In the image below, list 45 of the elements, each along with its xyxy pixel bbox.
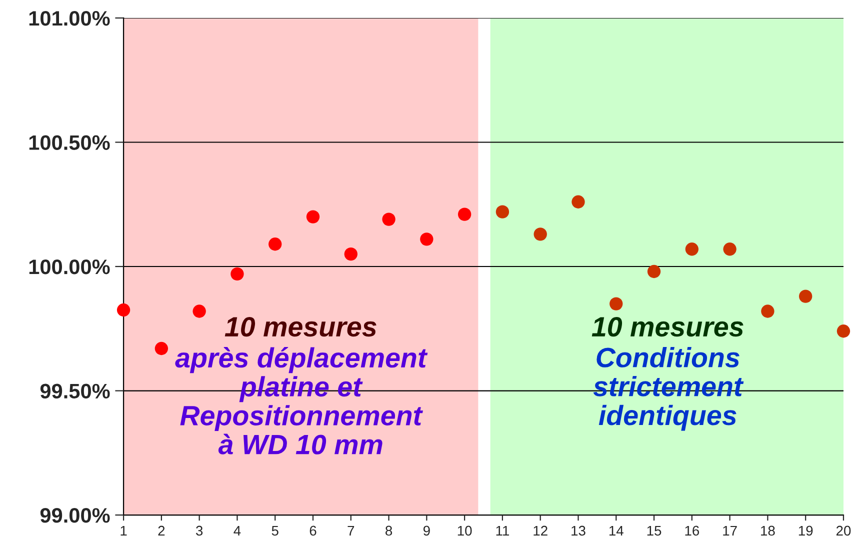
point: [610, 297, 623, 310]
point: [116, 303, 130, 317]
point: [685, 242, 698, 256]
y-tick-label: 100.00%: [29, 260, 110, 274]
point: [799, 290, 812, 303]
y-tick-label: 99.50%: [40, 384, 110, 399]
point: [458, 208, 472, 221]
point: [761, 304, 774, 318]
y-tick-label: 100.50%: [29, 135, 110, 150]
point: [306, 210, 320, 224]
point: [572, 195, 585, 208]
x-tick-label: 14: [609, 526, 624, 536]
point: [230, 267, 244, 281]
x-tick-label: 1: [120, 526, 127, 536]
point: [192, 304, 206, 318]
x-tick-label: 15: [647, 526, 662, 536]
x-tick-label: 4: [234, 526, 241, 536]
x-tick-label: 9: [423, 526, 430, 536]
x-tick-label: 19: [798, 526, 813, 536]
x-tick-label: 16: [685, 526, 700, 536]
x-tick-label: 11: [496, 526, 509, 536]
y-tick-label: 99.00%: [40, 508, 110, 523]
x-tick-label: 7: [348, 526, 354, 536]
x-tick-label: 8: [386, 526, 392, 536]
x-tick-label: 20: [836, 526, 851, 536]
x-tick-label: 6: [310, 526, 316, 536]
point: [344, 247, 358, 261]
x-tick-label: 12: [534, 526, 548, 536]
point: [382, 212, 396, 226]
x-tick-label: 5: [272, 526, 278, 536]
x-tick-label: 13: [572, 526, 586, 536]
point: [534, 228, 547, 241]
y-tick-label: 101.00%: [29, 10, 110, 26]
point: [647, 264, 661, 278]
x-tick-label: 2: [158, 526, 165, 536]
point: [420, 232, 434, 246]
point: [154, 342, 168, 356]
point: [496, 205, 510, 218]
x-tick-label: 3: [196, 526, 203, 536]
x-tick-label: 18: [761, 526, 775, 536]
x-tick-label: 17: [723, 526, 737, 536]
point: [836, 324, 850, 338]
point: [268, 238, 282, 251]
x-tick-label: 10: [458, 526, 472, 536]
point: [723, 242, 736, 256]
